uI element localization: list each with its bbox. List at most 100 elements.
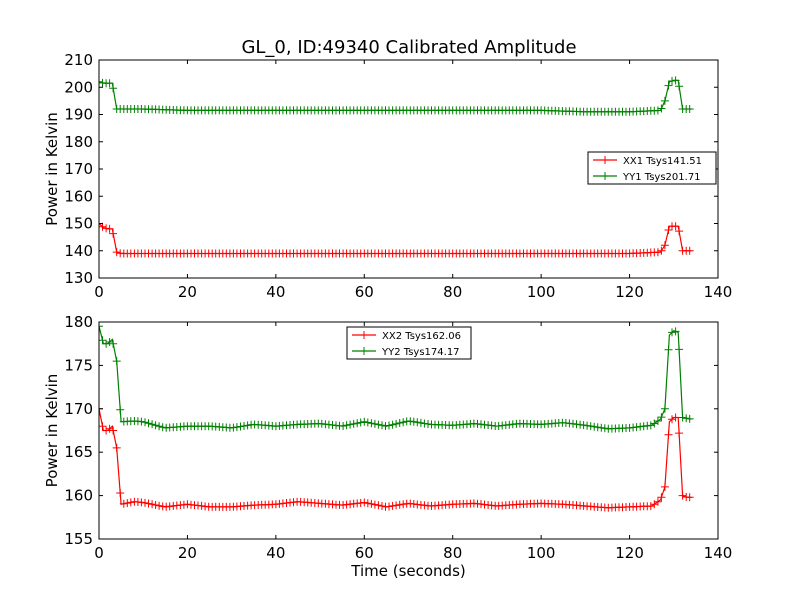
data-marker (144, 419, 153, 428)
x-tick-label: 20 (178, 544, 197, 562)
data-marker (112, 357, 121, 366)
data-marker (668, 415, 676, 424)
data-marker (342, 421, 351, 430)
data-marker (392, 419, 401, 428)
data-marker (664, 345, 673, 354)
data-marker (374, 501, 383, 510)
data-marker (668, 77, 676, 85)
data-marker (685, 414, 694, 423)
x-tick-label: 60 (355, 544, 374, 562)
x-tick-label: 140 (704, 544, 733, 562)
data-marker (109, 229, 118, 238)
x-tick-label: 80 (443, 283, 462, 301)
data-marker (99, 77, 103, 86)
bottom-panel: 0 20 40 60 80 100 120 140 155 160 165 170 175 180 Powe… (43, 313, 732, 580)
data-marker (374, 420, 383, 429)
x-axis-label: Time (seconds) (350, 562, 466, 580)
data-marker (116, 405, 125, 414)
y-tick-label: 200 (64, 78, 93, 96)
data-marker (105, 424, 114, 433)
data-marker (653, 248, 662, 257)
y-tick-label: 210 (64, 51, 93, 69)
data-marker (116, 489, 125, 497)
y-tick-label: 170 (64, 400, 93, 418)
x-tick-label: 100 (527, 283, 556, 301)
data-marker (657, 493, 666, 502)
data-marker (653, 106, 662, 115)
data-marker (126, 498, 135, 507)
data-marker (685, 246, 694, 255)
x-tick-label: 80 (443, 544, 462, 562)
data-marker (395, 500, 404, 509)
legend-label: XX1 Tsys141.51 (623, 156, 702, 167)
data-marker (657, 413, 666, 422)
data-marker (671, 413, 680, 422)
data-marker (232, 423, 241, 432)
y-tick-label: 155 (64, 530, 93, 548)
data-marker (360, 417, 369, 426)
data-marker (646, 502, 655, 511)
x-tick-label: 120 (615, 283, 644, 301)
data-marker (671, 222, 680, 231)
data-marker (370, 500, 379, 509)
data-marker (392, 501, 401, 510)
data-marker (660, 482, 669, 491)
data-marker (102, 339, 111, 348)
data-marker (158, 423, 167, 432)
y-tick-label: 180 (64, 313, 93, 331)
data-marker (353, 419, 362, 428)
x-tick-label: 100 (527, 544, 556, 562)
data-marker (363, 418, 372, 427)
data-marker (99, 222, 107, 231)
data-marker (105, 338, 114, 346)
legend: XX2 Tsys162.06 YY2 Tsys174.17 (346, 326, 472, 360)
data-marker (671, 76, 680, 85)
data-marker (367, 419, 376, 428)
data-marker (678, 491, 687, 500)
data-marker (378, 421, 386, 430)
data-marker (675, 82, 684, 91)
x-tick-label: 140 (704, 283, 733, 301)
data-marker (112, 248, 121, 257)
data-marker (243, 421, 252, 430)
data-marker (151, 421, 160, 430)
data-marker (349, 419, 358, 428)
data-marker (151, 501, 160, 509)
data-marker (388, 420, 397, 429)
data-marker (664, 226, 673, 234)
data-marker (664, 81, 673, 90)
x-tick-label: 40 (266, 283, 285, 301)
y-tick-label: 140 (64, 242, 93, 260)
data-marker (660, 96, 669, 105)
legend-marker (360, 331, 368, 339)
data-marker (356, 418, 365, 427)
data-marker (675, 345, 684, 354)
data-marker (378, 502, 386, 510)
y-tick-label: 130 (64, 269, 93, 287)
legend-box (346, 326, 472, 360)
legend-label: YY2 Tsys174.17 (381, 347, 460, 358)
series-2 (99, 322, 694, 433)
data-marker (112, 443, 121, 452)
data-marker (660, 241, 669, 250)
data-marker (367, 499, 376, 508)
legend-marker (601, 172, 609, 180)
x-tick-label: 20 (178, 283, 197, 301)
legend-marker (601, 156, 609, 164)
data-marker (586, 422, 595, 431)
legend-label: YY1 Tsys201.71 (622, 172, 701, 183)
data-marker (416, 418, 425, 427)
legend-marker (360, 347, 368, 355)
data-marker (148, 500, 157, 509)
y-tick-label: 160 (64, 487, 93, 505)
data-marker (339, 422, 348, 430)
data-marker (105, 224, 114, 233)
data-marker (664, 430, 673, 439)
data-marker (675, 429, 684, 438)
data-marker (395, 419, 404, 427)
x-tick-label: 0 (94, 283, 104, 301)
y-axis-label: Power in Kelvin (43, 374, 61, 488)
y-tick-label: 160 (64, 187, 93, 205)
y-tick-label: 165 (64, 443, 93, 461)
